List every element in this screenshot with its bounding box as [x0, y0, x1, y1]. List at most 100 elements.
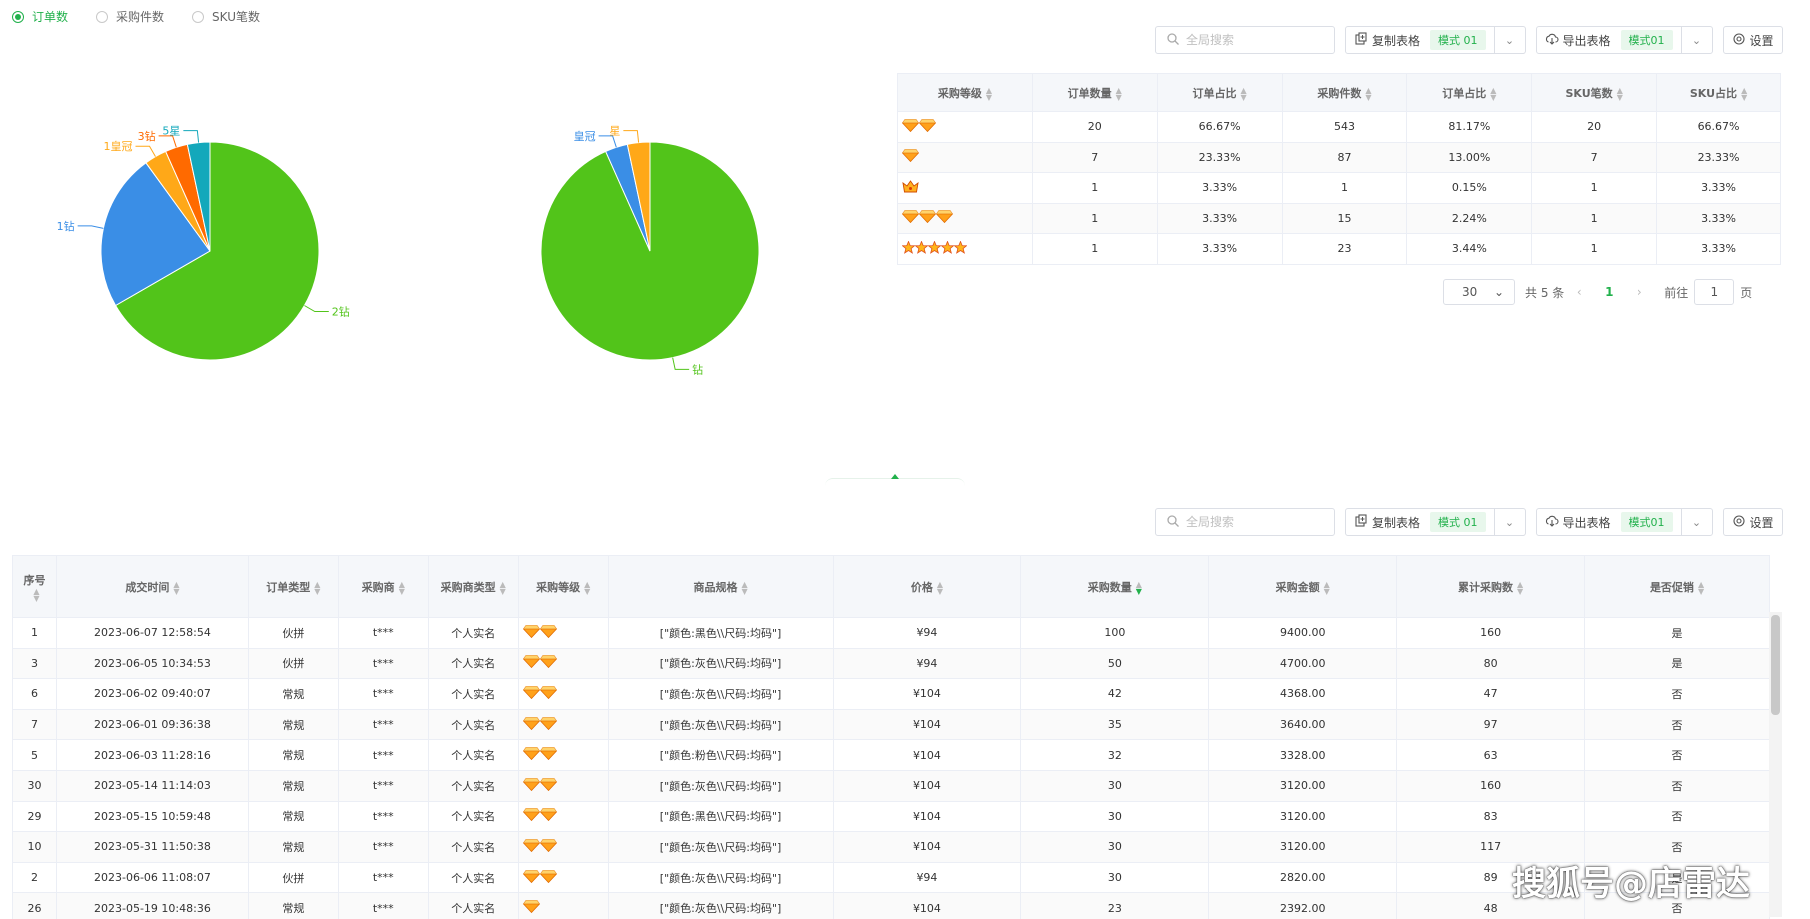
- copy-mode-dropdown[interactable]: ⌄: [1495, 27, 1525, 53]
- copy-mode-dropdown[interactable]: ⌄: [1495, 509, 1525, 535]
- table-cell: 4700.00: [1208, 647, 1398, 680]
- table-cell: 个人实名: [427, 739, 519, 771]
- table-cell: 23: [1020, 892, 1210, 919]
- detail-header-cell[interactable]: 是否促销 ▲ ▼: [1584, 555, 1770, 618]
- table-cell: 160: [1396, 617, 1586, 649]
- global-search-box[interactable]: [1155, 508, 1335, 536]
- summary-header-cell[interactable]: 采购件数 ▲ ▼: [1281, 73, 1408, 112]
- detail-header-cell[interactable]: 采购等级 ▲ ▼: [517, 555, 609, 618]
- table-cell: 1: [12, 617, 57, 649]
- table-cell: 个人实名: [427, 800, 519, 833]
- sort-icon[interactable]: ▲ ▼: [1741, 85, 1748, 102]
- page-size-select[interactable]: 30 ⌄: [1443, 279, 1515, 305]
- current-page[interactable]: 1: [1605, 285, 1614, 299]
- detail-header-cell[interactable]: 采购金额 ▲ ▼: [1208, 555, 1398, 618]
- copy-table-button[interactable]: 复制表格 模式 01: [1346, 27, 1495, 53]
- detail-header-cell[interactable]: 序号 ▲ ▼: [12, 555, 57, 618]
- table-cell: 2: [12, 861, 57, 894]
- table-cell: 66.67%: [1156, 111, 1283, 143]
- copy-table-button-group: 复制表格 模式 01 ⌄: [1345, 508, 1526, 536]
- table-cell: 2023-06-01 09:36:38: [55, 708, 249, 741]
- pie-slice[interactable]: [626, 141, 651, 252]
- table-cell: t***: [337, 647, 429, 680]
- goto-page-input[interactable]: 1: [1694, 279, 1735, 305]
- radio-option-2[interactable]: SKU笔数: [192, 8, 260, 25]
- sort-icon[interactable]: ▲ ▼: [1115, 85, 1122, 102]
- detail-header-cell[interactable]: 价格 ▲ ▼: [832, 555, 1022, 618]
- detail-header-cell[interactable]: 采购商类型 ▲ ▼: [427, 555, 519, 618]
- sort-icon[interactable]: ▲ ▼: [398, 579, 405, 596]
- scrollbar-thumb[interactable]: [1771, 615, 1780, 715]
- detail-header-cell[interactable]: 商品规格 ▲ ▼: [607, 555, 834, 618]
- diamond-icon: [539, 808, 557, 824]
- summary-header-cell[interactable]: SKU占比 ▲ ▼: [1656, 73, 1781, 112]
- level-cell: [897, 233, 1033, 265]
- export-mode-dropdown[interactable]: ⌄: [1682, 27, 1712, 53]
- sort-icon[interactable]: ▲ ▼: [314, 579, 321, 596]
- pie-slice[interactable]: [100, 162, 211, 307]
- sort-icon[interactable]: ▲ ▼: [1490, 85, 1497, 102]
- sort-icon[interactable]: ▲ ▼: [1616, 85, 1623, 102]
- summary-header-cell[interactable]: 订单占比 ▲ ▼: [1156, 73, 1283, 112]
- summary-header-cell[interactable]: SKU笔数 ▲ ▼: [1531, 73, 1658, 112]
- detail-header-cell[interactable]: 采购商 ▲ ▼: [337, 555, 429, 618]
- prev-page-button[interactable]: ‹: [1576, 285, 1582, 299]
- table-cell: 26: [12, 892, 57, 919]
- copy-table-button[interactable]: 复制表格 模式 01: [1346, 509, 1495, 535]
- summary-header-cell[interactable]: 订单数量 ▲ ▼: [1031, 73, 1158, 112]
- radio-circle: [12, 10, 24, 23]
- sort-icon[interactable]: ▲ ▼: [936, 579, 944, 596]
- sort-icon[interactable]: ▲ ▼: [1135, 579, 1142, 596]
- table-cell: 2023-06-05 10:34:53: [55, 647, 249, 680]
- panel-resize-handle[interactable]: [825, 474, 965, 486]
- table-cell: 个人实名: [427, 861, 519, 894]
- summary-header-cell[interactable]: 订单占比 ▲ ▼: [1406, 73, 1533, 112]
- sort-icon[interactable]: ▲ ▼: [1517, 579, 1524, 596]
- export-mode-tag: 模式01: [1620, 512, 1673, 532]
- detail-header-cell[interactable]: 成交时间 ▲ ▼: [55, 555, 249, 618]
- settings-button[interactable]: 设置: [1722, 26, 1783, 54]
- table-row: 1 3.33% 15 2.24% 1 3.33%: [897, 202, 1781, 234]
- table-cell: 3640.00: [1208, 708, 1398, 741]
- detail-header-cell[interactable]: 采购数量 ▲ ▼: [1020, 555, 1210, 618]
- diamond-icon: [539, 686, 557, 702]
- export-table-button[interactable]: 导出表格 模式01: [1537, 509, 1682, 535]
- search-input[interactable]: [1186, 515, 1326, 529]
- diamond-icon: [539, 716, 557, 733]
- table-row: 20 66.67% 543 81.17% 20 66.67%: [897, 111, 1781, 143]
- table-cell: 15: [1281, 202, 1408, 234]
- radio-option-1[interactable]: 采购件数: [96, 8, 164, 25]
- sort-icon[interactable]: ▲ ▼: [1323, 579, 1330, 596]
- export-table-button[interactable]: 导出表格 模式01: [1537, 27, 1682, 53]
- export-mode-dropdown[interactable]: ⌄: [1682, 509, 1712, 535]
- sort-icon[interactable]: ▲ ▼: [1697, 579, 1705, 596]
- sort-icon[interactable]: ▲ ▼: [1240, 85, 1247, 102]
- spec-cell: ["颜色:黑色\\尺码:均码"]: [607, 617, 834, 649]
- sort-icon[interactable]: ▲ ▼: [985, 85, 992, 102]
- detail-header-cell[interactable]: 订单类型 ▲ ▼: [247, 555, 339, 618]
- detail-header-cell[interactable]: 累计采购数 ▲ ▼: [1396, 555, 1586, 618]
- sort-icon[interactable]: ▲ ▼: [1365, 85, 1372, 102]
- search-input[interactable]: [1186, 33, 1326, 47]
- table-row: 10 2023-05-31 11:50:38 常规 t*** 个人实名 ["颜色:灰色\\…: [12, 831, 1770, 863]
- table-cell: 伙拼: [247, 647, 339, 680]
- table-cell: ¥104: [832, 678, 1022, 710]
- pie-slice[interactable]: [186, 141, 211, 252]
- table-cell: 否: [1584, 892, 1770, 919]
- diamond-icon: [935, 210, 954, 226]
- radio-option-0[interactable]: 订单数: [12, 8, 68, 25]
- sort-icon[interactable]: ▲ ▼: [584, 579, 591, 596]
- settings-button[interactable]: 设置: [1722, 508, 1783, 536]
- sort-icon[interactable]: ▲ ▼: [173, 579, 180, 596]
- table-row: 2 2023-06-06 11:08:07 伙拼 t*** 个人实名 ["颜色:灰色\\尺…: [12, 861, 1770, 894]
- sort-icon[interactable]: ▲ ▼: [33, 586, 40, 603]
- chevron-down-icon: ⌄: [1504, 33, 1515, 47]
- spec-cell: ["颜色:灰色\\尺码:均码"]: [607, 861, 834, 894]
- next-page-button[interactable]: ›: [1636, 285, 1642, 299]
- sort-icon[interactable]: ▲ ▼: [741, 579, 748, 596]
- header-label: SKU占比: [1689, 86, 1738, 100]
- sort-icon[interactable]: ▲ ▼: [499, 579, 506, 596]
- summary-header-cell[interactable]: 采购等级 ▲ ▼: [897, 73, 1033, 112]
- global-search-box[interactable]: [1155, 26, 1335, 54]
- pie-slice[interactable]: [114, 141, 320, 361]
